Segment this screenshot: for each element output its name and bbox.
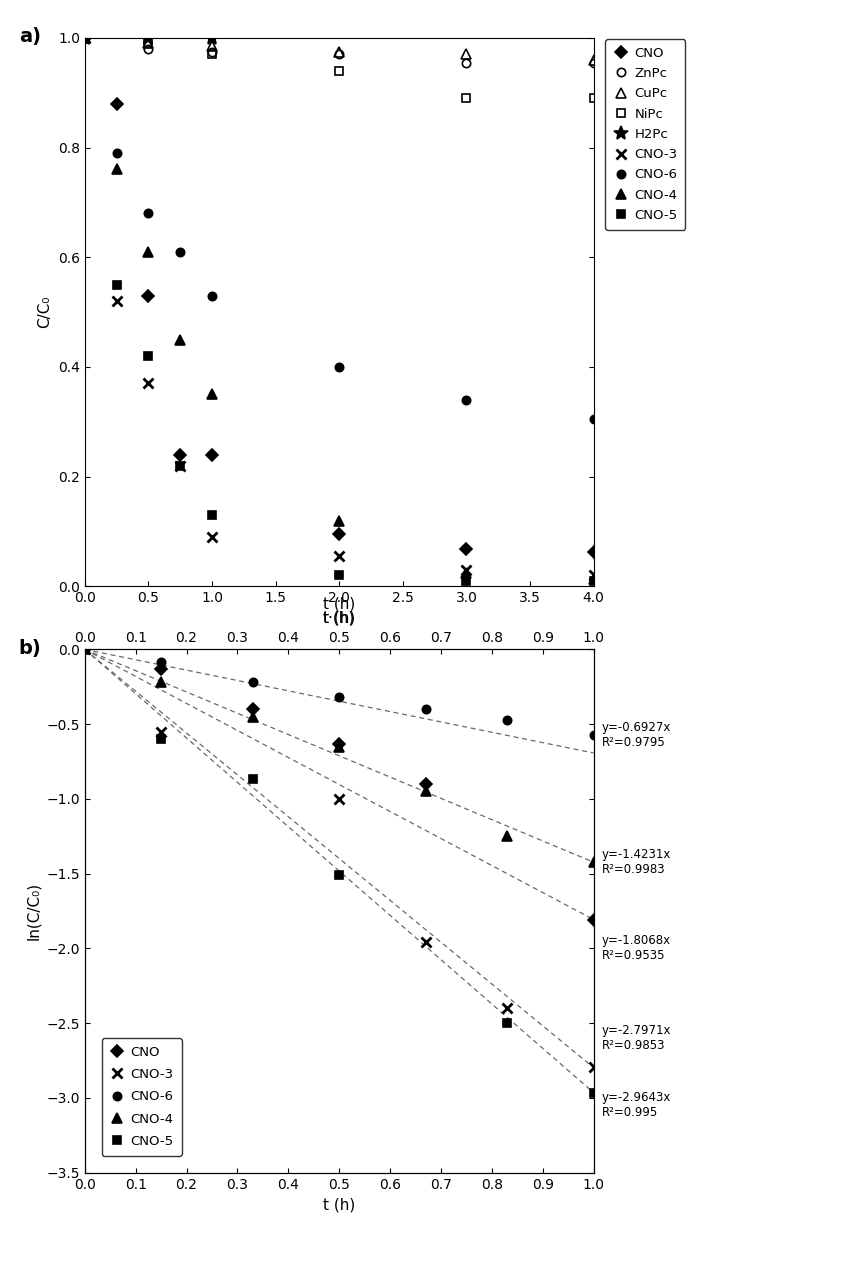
Text: a): a): [19, 26, 41, 45]
Text: t (h): t (h): [323, 596, 355, 612]
X-axis label: t (h): t (h): [323, 610, 355, 625]
Text: y=-2.7971x
R²=0.9853: y=-2.7971x R²=0.9853: [602, 1024, 672, 1052]
Y-axis label: ln(C/C₀): ln(C/C₀): [25, 881, 41, 941]
Text: y=-1.8068x
R²=0.9535: y=-1.8068x R²=0.9535: [602, 934, 671, 962]
Y-axis label: C/C₀: C/C₀: [37, 296, 53, 328]
Legend: CNO, CNO-3, CNO-6, CNO-4, CNO-5: CNO, CNO-3, CNO-6, CNO-4, CNO-5: [102, 1038, 181, 1155]
Text: b): b): [19, 639, 42, 658]
X-axis label: t (h): t (h): [323, 1197, 355, 1212]
Legend: CNO, ZnPc, CuPc, NiPc, H2Pc, CNO-3, CNO-6, CNO-4, CNO-5: CNO, ZnPc, CuPc, NiPc, H2Pc, CNO-3, CNO-…: [605, 39, 685, 230]
X-axis label: t·(h): t·(h): [323, 610, 355, 625]
Text: y=-2.9643x
R²=0.995: y=-2.9643x R²=0.995: [602, 1092, 672, 1120]
Text: y=-0.6927x
R²=0.9795: y=-0.6927x R²=0.9795: [602, 721, 672, 749]
Text: y=-1.4231x
R²=0.9983: y=-1.4231x R²=0.9983: [602, 847, 672, 875]
